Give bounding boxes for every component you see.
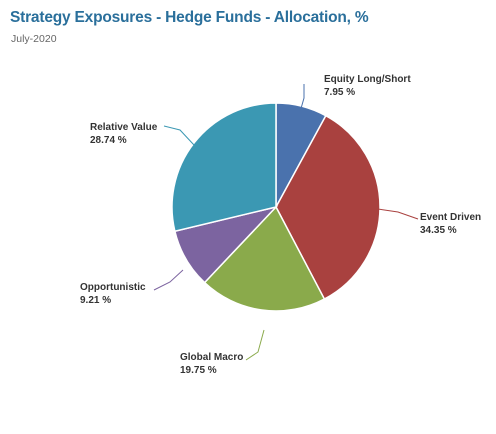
connector-opportunistic (153, 269, 184, 291)
slice-value-equity-long-short: 7.95 % (324, 87, 355, 98)
pie-slice-event-driven[interactable] (275, 114, 381, 301)
slice-value-event-driven: 34.35 % (420, 225, 457, 236)
pie-slice-relative-value[interactable] (171, 102, 277, 233)
slice-name-equity-long-short: Equity Long/Short (324, 74, 411, 85)
slice-value-opportunistic: 9.21 % (80, 295, 111, 306)
slice-name-global-macro: Global Macro (180, 352, 243, 363)
slice-value-relative-value: 28.74 % (90, 135, 127, 146)
connector-event-driven (377, 208, 419, 220)
connector-relative-value (163, 125, 195, 146)
slice-name-relative-value: Relative Value (90, 122, 158, 133)
connector-equity-long-short (299, 84, 305, 113)
pie-slice-global-macro[interactable] (203, 205, 326, 312)
connector-global-macro (245, 329, 265, 361)
slice-name-opportunistic: Opportunistic (80, 282, 146, 293)
chart-title: Strategy Exposures - Hedge Funds - Alloc… (10, 9, 369, 26)
chart-subtitle: July-2020 (11, 33, 57, 45)
slice-name-event-driven: Event Driven (420, 212, 481, 223)
slice-value-global-macro: 19.75 % (180, 365, 217, 376)
